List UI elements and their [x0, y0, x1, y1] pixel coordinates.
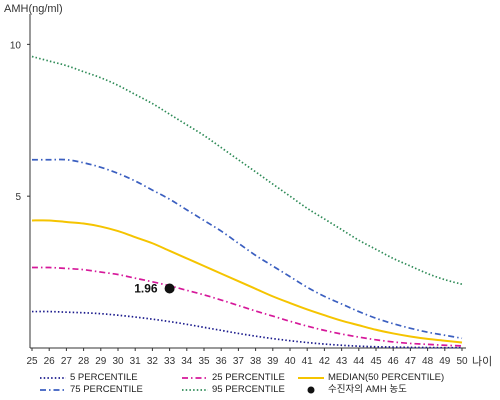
patient-amh-label: 1.96 — [134, 281, 158, 295]
x-tick-label: 38 — [250, 356, 262, 367]
legend-item-25th: 25 PERCENTILE — [182, 372, 285, 383]
x-tick-label: 32 — [147, 356, 159, 367]
x-tick-label: 46 — [388, 356, 400, 367]
legend-swatch-95th — [182, 388, 208, 391]
marker-layer: 1.96 — [134, 281, 175, 295]
legend-swatch-25th — [182, 376, 208, 379]
x-tick-label: 30 — [112, 356, 124, 367]
series-line-median-50-percentile — [31, 219, 463, 344]
x-tick-label: 33 — [164, 356, 176, 367]
y-ticks: 5 10 — [10, 40, 30, 203]
x-tick-label: 35 — [198, 356, 210, 367]
x-tick-label: 47 — [405, 356, 417, 367]
x-tick-label: 31 — [130, 356, 142, 367]
x-tick-label: 39 — [267, 356, 279, 367]
amh-percentile-chart: AMH(ng/ml) 나이 5 10 25 26 27 28 29 30 31 32 33 34 35… — [4, 3, 492, 368]
legend-swatch-75th — [40, 388, 66, 391]
x-tick-label: 50 — [456, 356, 468, 367]
legend-label-patient: 수진자의 AMH 농도 — [328, 384, 407, 395]
x-tick-label: 41 — [302, 356, 314, 367]
x-tick-label: 48 — [422, 356, 434, 367]
x-tick-label: 36 — [216, 356, 228, 367]
legend-item-patient: 수진자의 AMH 농도 — [298, 384, 407, 395]
x-tick-label: 42 — [319, 356, 331, 367]
legend-item-median: MEDIAN(50 PERCENTILE) — [298, 372, 444, 383]
legend-swatch-5th — [40, 376, 66, 379]
legend-label-95th: 95 PERCENTILE — [212, 384, 285, 395]
series-line-25-percentile — [31, 266, 463, 347]
x-tick-label: 25 — [26, 356, 38, 367]
x-tick-label: 27 — [61, 356, 73, 367]
y-tick-label: 5 — [15, 192, 21, 203]
x-tick-label: 29 — [95, 356, 107, 367]
x-tick-label: 28 — [78, 356, 90, 367]
legend-label-median: MEDIAN(50 PERCENTILE) — [328, 372, 445, 383]
x-tick-label: 43 — [336, 356, 348, 367]
legend-item-75th: 75 PERCENTILE — [40, 384, 143, 395]
x-tick-label: 49 — [439, 356, 451, 367]
x-axis-title: 나이 — [472, 355, 492, 368]
x-tick-label: 45 — [370, 356, 382, 367]
x-tick-label: 44 — [353, 356, 365, 367]
y-tick-label: 10 — [10, 40, 22, 51]
legend-item-5th: 5 PERCENTILE — [40, 372, 138, 383]
x-ticks: 25 26 27 28 29 30 31 32 33 34 35 36 37 38 39 40 41 42 43 44… — [26, 348, 468, 367]
legend-item-95th: 95 PERCENTILE — [182, 384, 285, 395]
series-line-75-percentile — [32, 158, 463, 340]
chart-legend: 5 PERCENTILE 25 PERCENTILE MEDIAN(50 PER… — [36, 371, 496, 397]
x-tick-label: 37 — [233, 356, 245, 367]
patient-amh-marker — [164, 283, 175, 294]
legend-label-75th: 75 PERCENTILE — [70, 384, 143, 395]
x-tick-label: 34 — [181, 356, 193, 367]
series-lines — [31, 55, 463, 349]
legend-label-25th: 25 PERCENTILE — [212, 372, 285, 383]
x-tick-label: 26 — [44, 356, 56, 367]
series-line-95-percentile — [31, 55, 463, 286]
legend-swatch-median — [298, 376, 324, 379]
y-axis-title: AMH(ng/ml) — [4, 3, 63, 15]
legend-label-5th: 5 PERCENTILE — [70, 372, 138, 383]
x-tick-label: 40 — [284, 356, 296, 367]
legend-swatch-patient — [307, 386, 315, 393]
